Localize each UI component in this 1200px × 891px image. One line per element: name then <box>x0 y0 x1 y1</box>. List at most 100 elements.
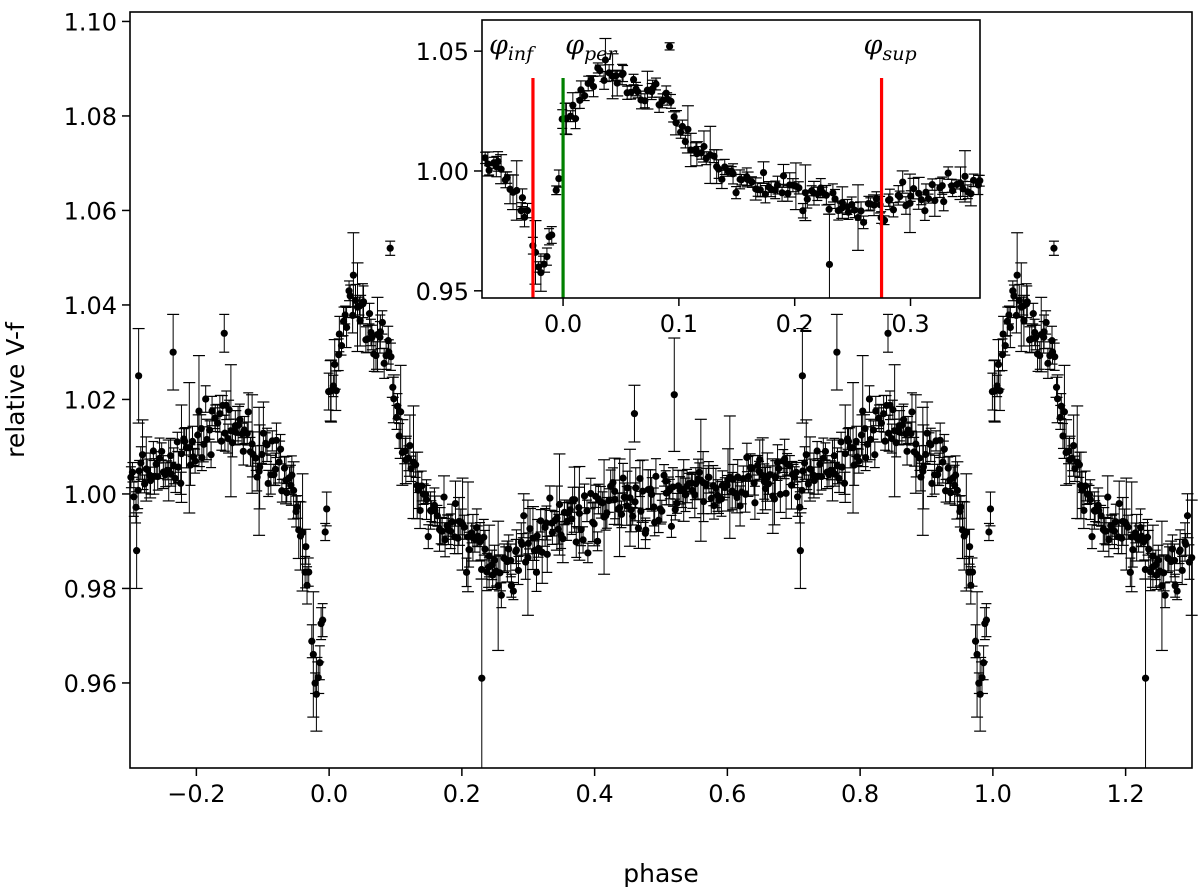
data-point <box>782 489 790 497</box>
data-point <box>980 659 988 667</box>
data-point <box>867 435 875 444</box>
data-point <box>999 330 1007 338</box>
data-point <box>276 445 285 453</box>
data-point <box>756 456 764 464</box>
data-point <box>671 505 679 514</box>
data-point <box>1075 461 1083 469</box>
data-point <box>962 528 970 537</box>
inset-background <box>482 20 980 298</box>
data-point <box>673 499 681 507</box>
data-point <box>593 537 602 545</box>
data-point <box>910 185 918 193</box>
data-point <box>239 447 247 455</box>
data-point <box>331 360 339 369</box>
data-point <box>135 467 143 475</box>
data-point <box>639 487 647 495</box>
data-point <box>1149 552 1157 560</box>
data-point <box>779 172 788 180</box>
data-point <box>447 527 455 535</box>
data-point <box>234 421 242 429</box>
phase-marker-subscript: sup <box>882 43 916 65</box>
data-point <box>1050 244 1058 252</box>
data-point <box>1053 395 1062 403</box>
data-point <box>197 424 205 433</box>
data-point <box>533 532 541 540</box>
data-point <box>397 408 405 416</box>
data-point <box>418 482 426 490</box>
data-point <box>572 538 580 546</box>
data-point <box>754 461 762 469</box>
data-point <box>393 402 402 410</box>
data-point <box>912 440 920 448</box>
data-point <box>854 213 862 222</box>
data-point <box>928 479 936 488</box>
data-point <box>288 471 296 479</box>
data-point <box>800 459 809 467</box>
data-point <box>702 481 710 489</box>
data-point <box>946 489 955 497</box>
data-point <box>555 174 563 183</box>
data-point <box>886 195 894 204</box>
data-point <box>596 66 604 75</box>
data-point <box>1057 402 1065 410</box>
data-point <box>751 499 759 507</box>
data-point <box>944 169 952 177</box>
x-tick-label: 0.0 <box>544 310 582 338</box>
data-point <box>1173 587 1181 595</box>
data-point <box>590 520 598 528</box>
data-point <box>798 486 806 494</box>
data-point <box>424 533 432 541</box>
data-point <box>1052 383 1061 391</box>
data-point <box>302 543 310 551</box>
data-point <box>359 298 368 306</box>
data-point <box>494 157 502 166</box>
data-point <box>1102 527 1110 535</box>
data-point <box>898 421 906 429</box>
data-point <box>741 490 750 498</box>
data-point <box>579 536 587 544</box>
data-point <box>575 509 583 517</box>
data-point <box>346 292 354 300</box>
data-point <box>650 503 658 511</box>
data-point <box>609 478 617 487</box>
data-point <box>422 496 431 504</box>
data-point <box>652 80 660 88</box>
data-point <box>906 199 914 207</box>
data-point <box>392 413 401 422</box>
data-point <box>1178 566 1186 575</box>
data-point <box>600 76 608 85</box>
data-point <box>135 372 143 380</box>
data-point <box>583 507 591 515</box>
data-point <box>636 474 644 483</box>
data-point <box>634 88 642 96</box>
data-point <box>540 260 548 268</box>
data-point <box>737 176 746 184</box>
data-point <box>520 213 529 221</box>
data-point <box>1110 527 1119 535</box>
data-point <box>1012 311 1020 320</box>
data-point <box>662 89 670 97</box>
data-point <box>976 690 984 698</box>
data-point <box>365 310 374 318</box>
data-point <box>1115 500 1123 508</box>
data-point <box>244 408 252 416</box>
data-point <box>956 179 965 187</box>
data-point <box>321 528 329 536</box>
data-point <box>225 406 233 414</box>
data-point <box>880 410 888 418</box>
data-point <box>764 480 773 488</box>
data-point <box>485 166 493 174</box>
data-point <box>837 438 845 446</box>
y-tick-label: 0.96 <box>64 670 117 698</box>
data-point <box>518 194 527 202</box>
y-tick-label: 1.06 <box>64 197 117 225</box>
data-point <box>220 329 228 337</box>
data-point <box>641 97 649 105</box>
data-point <box>838 204 846 212</box>
main-data-points <box>127 244 1196 698</box>
data-point <box>559 535 567 543</box>
data-point <box>214 419 222 427</box>
data-point <box>957 503 965 511</box>
data-point <box>309 650 317 659</box>
y-tick-label: 1.10 <box>64 8 117 36</box>
